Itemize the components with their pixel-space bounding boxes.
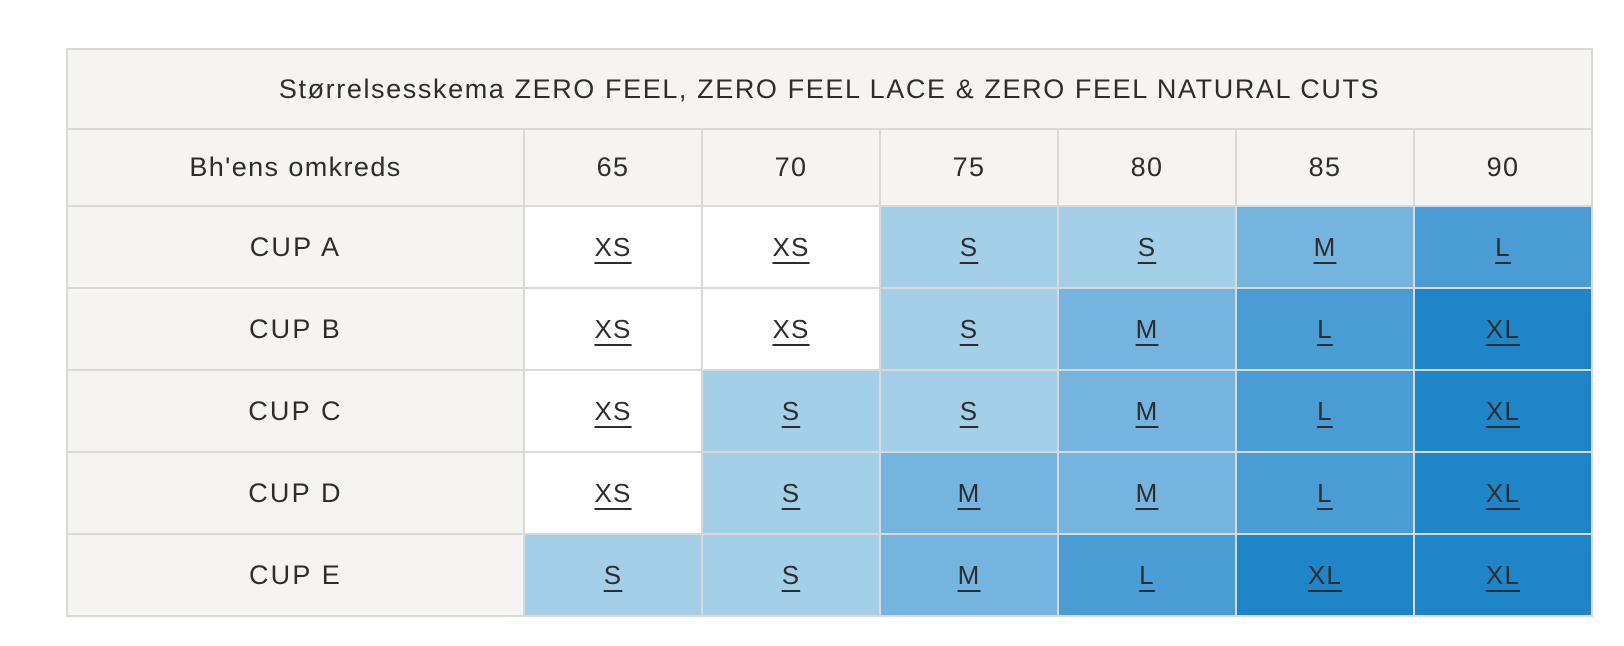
size-cell: XS xyxy=(701,205,881,289)
size-chart-body: CUP A XS XS S S M L CUP B XS XS S M L XL CUP C XS S S M L XL… xyxy=(66,205,1594,617)
size-cell: S xyxy=(879,287,1059,371)
size-link[interactable]: XS xyxy=(594,313,632,344)
size-link[interactable]: XL xyxy=(1485,313,1521,344)
size-link[interactable]: S xyxy=(603,559,623,590)
size-cell: XS xyxy=(523,451,703,535)
size-link[interactable]: L xyxy=(1495,231,1511,262)
size-chart-table: Størrelsesskema ZERO FEEL, ZERO FEEL LAC… xyxy=(65,48,1594,617)
size-link[interactable]: S xyxy=(781,559,801,590)
size-link[interactable]: XL xyxy=(1485,395,1521,426)
size-cell: S xyxy=(879,205,1059,289)
cup-label: CUP A xyxy=(66,205,525,289)
size-link[interactable]: S xyxy=(781,395,801,426)
size-link[interactable]: XS xyxy=(594,395,632,426)
band-size-header-80: 80 xyxy=(1057,128,1237,207)
size-link[interactable]: M xyxy=(1135,477,1159,508)
table-row: CUP A XS XS S S M L xyxy=(66,205,1594,289)
size-link[interactable]: S xyxy=(959,231,979,262)
band-circumference-header: Bh'ens omkreds xyxy=(66,128,525,207)
header-row: Bh'ens omkreds 65 70 75 80 85 90 xyxy=(66,128,1594,207)
size-cell: M xyxy=(1057,369,1237,453)
size-cell: S xyxy=(701,369,881,453)
size-cell: XL xyxy=(1412,533,1594,617)
size-link[interactable]: S xyxy=(1137,231,1157,262)
band-size-header-85: 85 xyxy=(1235,128,1415,207)
size-cell: M xyxy=(879,451,1059,535)
cup-label: CUP E xyxy=(66,533,525,617)
size-cell: XL xyxy=(1412,451,1594,535)
size-link[interactable]: M xyxy=(957,477,981,508)
size-cell: S xyxy=(523,533,703,617)
size-link[interactable]: XL xyxy=(1485,559,1521,590)
size-link[interactable]: S xyxy=(959,395,979,426)
title-row: Størrelsesskema ZERO FEEL, ZERO FEEL LAC… xyxy=(65,48,1594,130)
size-link[interactable]: S xyxy=(959,313,979,344)
size-link[interactable]: XS xyxy=(594,231,632,262)
size-cell: XL xyxy=(1412,369,1594,453)
table-title: Størrelsesskema ZERO FEEL, ZERO FEEL LAC… xyxy=(65,48,1594,130)
size-cell: S xyxy=(701,451,881,535)
size-cell: M xyxy=(1057,451,1237,535)
cup-label: CUP B xyxy=(66,287,525,371)
size-cell: XS xyxy=(523,369,703,453)
size-link[interactable]: XL xyxy=(1485,477,1521,508)
size-cell: L xyxy=(1057,533,1237,617)
size-cell: M xyxy=(1057,287,1237,371)
band-size-header-65: 65 xyxy=(523,128,703,207)
band-size-header-75: 75 xyxy=(879,128,1059,207)
size-cell: L xyxy=(1235,451,1415,535)
size-link[interactable]: XL xyxy=(1307,559,1343,590)
table-row: CUP B XS XS S M L XL xyxy=(66,287,1594,371)
table-row: CUP E S S M L XL XL xyxy=(66,533,1594,617)
cup-label: CUP C xyxy=(66,369,525,453)
band-size-header-90: 90 xyxy=(1412,128,1594,207)
size-link[interactable]: L xyxy=(1317,313,1333,344)
size-link[interactable]: S xyxy=(781,477,801,508)
table-row: CUP C XS S S M L XL xyxy=(66,369,1594,453)
size-cell: XS xyxy=(523,287,703,371)
size-link[interactable]: L xyxy=(1317,477,1333,508)
size-cell: XL xyxy=(1235,533,1415,617)
size-cell: M xyxy=(1235,205,1415,289)
size-link[interactable]: M xyxy=(957,559,981,590)
size-cell: L xyxy=(1235,287,1415,371)
size-cell: M xyxy=(879,533,1059,617)
size-cell: S xyxy=(701,533,881,617)
size-link[interactable]: XS xyxy=(772,313,810,344)
size-link[interactable]: M xyxy=(1313,231,1337,262)
size-link[interactable]: L xyxy=(1317,395,1333,426)
size-cell: XS xyxy=(523,205,703,289)
size-link[interactable]: XS xyxy=(594,477,632,508)
size-link[interactable]: M xyxy=(1135,313,1159,344)
size-cell: S xyxy=(1057,205,1237,289)
size-link[interactable]: M xyxy=(1135,395,1159,426)
table-row: CUP D XS S M M L XL xyxy=(66,451,1594,535)
cup-label: CUP D xyxy=(66,451,525,535)
size-link[interactable]: L xyxy=(1139,559,1155,590)
size-cell: S xyxy=(879,369,1059,453)
band-size-header-70: 70 xyxy=(701,128,881,207)
size-cell: L xyxy=(1412,205,1594,289)
size-link[interactable]: XS xyxy=(772,231,810,262)
size-cell: XS xyxy=(701,287,881,371)
size-cell: XL xyxy=(1412,287,1594,371)
size-cell: L xyxy=(1235,369,1415,453)
